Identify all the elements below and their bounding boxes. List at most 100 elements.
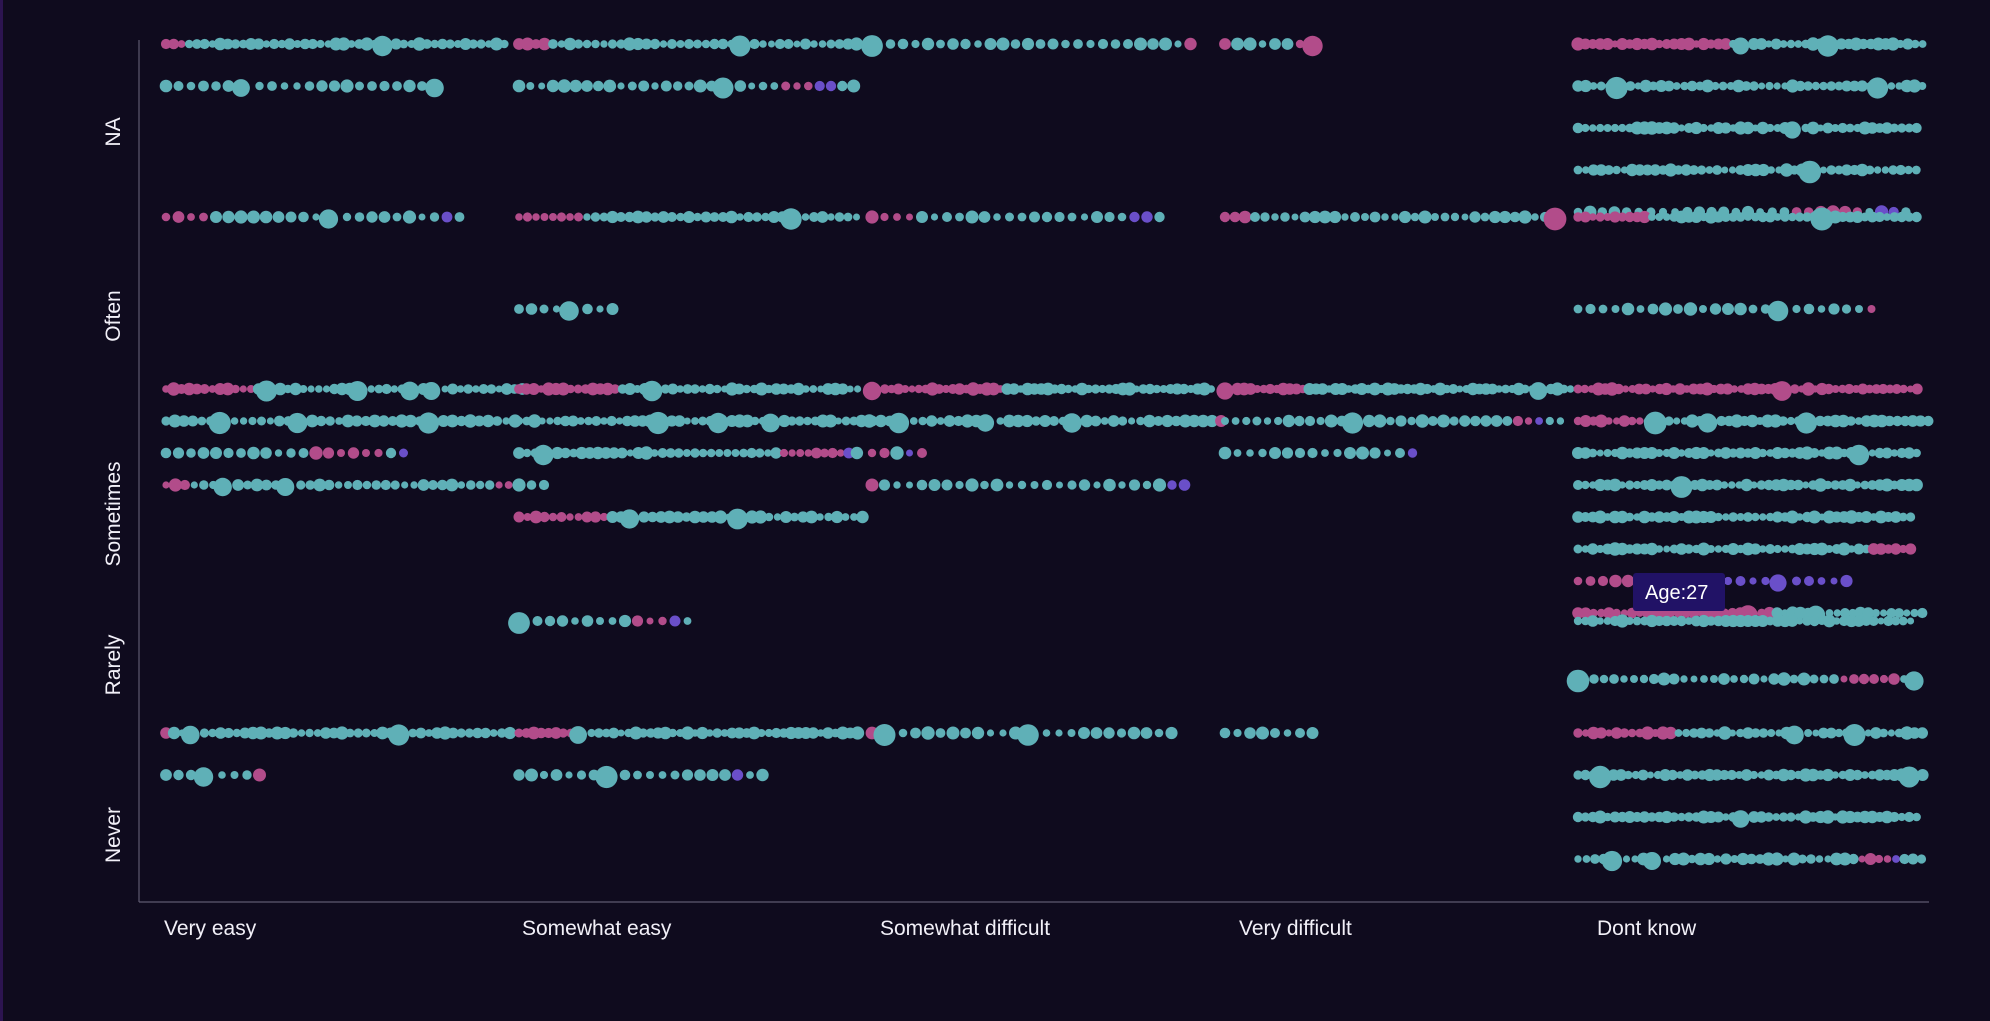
data-point[interactable]	[1785, 510, 1799, 524]
data-point[interactable]	[1732, 37, 1750, 55]
data-point[interactable]	[1907, 79, 1922, 93]
data-point[interactable]	[974, 40, 982, 48]
data-point[interactable]	[1431, 213, 1439, 221]
data-point[interactable]	[639, 446, 654, 460]
data-point[interactable]	[447, 727, 459, 739]
data-point[interactable]	[631, 37, 645, 51]
data-point[interactable]	[1049, 416, 1059, 426]
data-point[interactable]	[783, 39, 794, 49]
data-point[interactable]	[600, 417, 608, 425]
data-point[interactable]	[1758, 82, 1766, 90]
data-point[interactable]	[236, 448, 246, 458]
data-point[interactable]	[818, 40, 827, 48]
data-point[interactable]	[1676, 615, 1687, 627]
data-point[interactable]	[1134, 37, 1147, 51]
data-point[interactable]	[1649, 385, 1657, 393]
data-point[interactable]	[1757, 211, 1769, 223]
data-point[interactable]	[376, 726, 389, 740]
data-point[interactable]	[1888, 673, 1900, 685]
data-point[interactable]	[901, 385, 910, 393]
data-point[interactable]	[1821, 768, 1834, 782]
data-point[interactable]	[698, 448, 708, 458]
data-point[interactable]	[615, 417, 624, 425]
data-point[interactable]	[1579, 38, 1591, 50]
data-point[interactable]	[795, 416, 805, 426]
data-point[interactable]	[533, 444, 554, 466]
data-point[interactable]	[1837, 122, 1848, 134]
data-point[interactable]	[1779, 163, 1794, 177]
data-point[interactable]	[1781, 855, 1790, 863]
data-point[interactable]	[1589, 124, 1597, 132]
data-point[interactable]	[1573, 165, 1583, 175]
data-point[interactable]	[186, 448, 196, 458]
data-point[interactable]	[1728, 448, 1738, 458]
data-point[interactable]	[1838, 384, 1847, 394]
data-point[interactable]	[1218, 446, 1232, 460]
data-point[interactable]	[273, 382, 287, 396]
data-point[interactable]	[1362, 414, 1376, 428]
data-point[interactable]	[930, 213, 939, 221]
data-point[interactable]	[793, 82, 801, 90]
data-point[interactable]	[1746, 414, 1759, 428]
data-point[interactable]	[892, 383, 904, 395]
data-point[interactable]	[1589, 82, 1598, 90]
data-point[interactable]	[197, 416, 207, 426]
data-point[interactable]	[1645, 542, 1659, 556]
data-point[interactable]	[286, 448, 296, 458]
data-point[interactable]	[866, 415, 878, 427]
data-point[interactable]	[1758, 728, 1769, 738]
data-point[interactable]	[167, 382, 181, 396]
data-point[interactable]	[1021, 414, 1034, 428]
data-point[interactable]	[816, 211, 829, 223]
data-point[interactable]	[1104, 211, 1115, 223]
data-point[interactable]	[1828, 303, 1840, 315]
data-point[interactable]	[706, 769, 719, 781]
data-point[interactable]	[293, 82, 301, 90]
data-point[interactable]	[1840, 608, 1850, 618]
data-point[interactable]	[1824, 855, 1832, 863]
data-point[interactable]	[1178, 479, 1191, 491]
data-point[interactable]	[1422, 383, 1433, 395]
data-point[interactable]	[1830, 577, 1838, 585]
data-point[interactable]	[1634, 164, 1646, 176]
data-point[interactable]	[1690, 675, 1698, 683]
data-point[interactable]	[274, 415, 285, 427]
data-point[interactable]	[1705, 511, 1717, 523]
data-point[interactable]	[390, 385, 399, 393]
data-point[interactable]	[1770, 852, 1784, 866]
data-point[interactable]	[514, 304, 524, 314]
data-point[interactable]	[482, 414, 495, 428]
data-point[interactable]	[1103, 478, 1116, 492]
data-point[interactable]	[650, 449, 659, 457]
data-point[interactable]	[289, 382, 302, 396]
data-point[interactable]	[693, 39, 702, 49]
data-point[interactable]	[1308, 210, 1322, 224]
data-point[interactable]	[1846, 416, 1856, 426]
data-point[interactable]	[805, 510, 818, 524]
data-point[interactable]	[312, 213, 320, 221]
data-point[interactable]	[893, 481, 901, 489]
data-point[interactable]	[1596, 123, 1605, 133]
data-point[interactable]	[347, 40, 356, 48]
data-point[interactable]	[827, 447, 838, 459]
data-point[interactable]	[1887, 729, 1895, 737]
data-point[interactable]	[1597, 575, 1609, 587]
data-point[interactable]	[1067, 729, 1076, 737]
data-point[interactable]	[1639, 79, 1653, 93]
data-point[interactable]	[466, 480, 476, 490]
data-point[interactable]	[1781, 545, 1789, 553]
data-point[interactable]	[1306, 727, 1319, 739]
data-point[interactable]	[230, 771, 239, 779]
data-point[interactable]	[684, 39, 694, 49]
data-point[interactable]	[566, 513, 574, 521]
data-point[interactable]	[1694, 852, 1707, 866]
data-point[interactable]	[178, 415, 190, 427]
data-point[interactable]	[1056, 481, 1063, 489]
data-point[interactable]	[1618, 415, 1631, 427]
data-point[interactable]	[177, 40, 186, 48]
data-point[interactable]	[1103, 727, 1115, 739]
data-point[interactable]	[1734, 302, 1747, 316]
data-point[interactable]	[880, 212, 889, 222]
data-point[interactable]	[1714, 545, 1723, 553]
data-point[interactable]	[1056, 383, 1067, 395]
